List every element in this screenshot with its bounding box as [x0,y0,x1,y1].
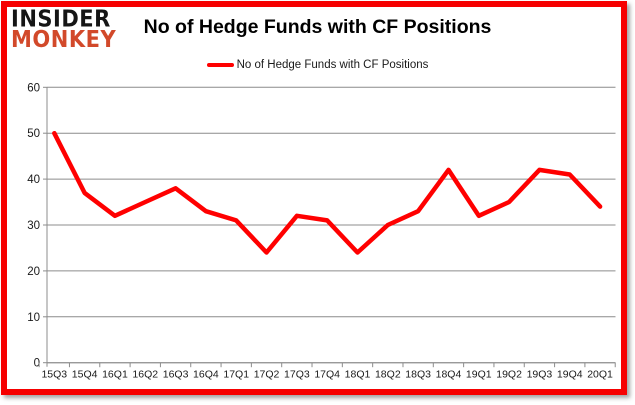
x-axis-label: 16Q4 [193,369,219,381]
x-axis-label: 19Q3 [527,369,553,381]
x-axis-label: 17Q1 [223,369,249,381]
x-axis-label: 19Q4 [557,369,583,381]
series-line [52,130,603,255]
y-axis-label: 10 [27,312,40,324]
y-axis-label: 0 [34,358,40,370]
legend-line-swatch [206,62,234,68]
y-axis-label: 30 [27,220,40,232]
x-axis-label: 17Q3 [284,369,310,381]
x-axis-label: 19Q2 [496,369,522,381]
y-axis-label: 50 [27,128,40,140]
chart-legend: No of Hedge Funds with CF Positions [0,59,635,71]
logo-text-insider: INSIDER [11,5,111,32]
logo-text-monkey: MONKEY [11,26,117,53]
red-border-frame [1,1,627,395]
x-axis-label: 17Q2 [254,369,280,381]
y-axis-label: 40 [27,174,40,186]
x-axis-label: 16Q1 [102,369,128,381]
x-axis-label: 19Q1 [466,369,492,381]
x-axis-label: 16Q3 [163,369,189,381]
x-axis-label: 15Q3 [41,369,67,381]
insider-monkey-logo: INSIDER MONKEY [11,5,117,53]
chart-title: No of Hedge Funds with CF Positions [143,16,492,38]
x-axis-label: 15Q4 [72,369,98,381]
legend-label: No of Hedge Funds with CF Positions [236,59,429,71]
x-axis-label: 16Q2 [132,369,158,381]
x-axis-label: 18Q4 [436,369,462,381]
y-axis-label: 60 [27,82,40,94]
y-axis-label: 20 [27,266,40,278]
x-axis-label: 18Q3 [405,369,431,381]
x-axis-label: 20Q1 [587,369,613,381]
x-axis-label: 17Q4 [314,369,340,381]
x-axis-label: 18Q2 [375,369,401,381]
x-axis-label: 18Q1 [345,369,371,381]
